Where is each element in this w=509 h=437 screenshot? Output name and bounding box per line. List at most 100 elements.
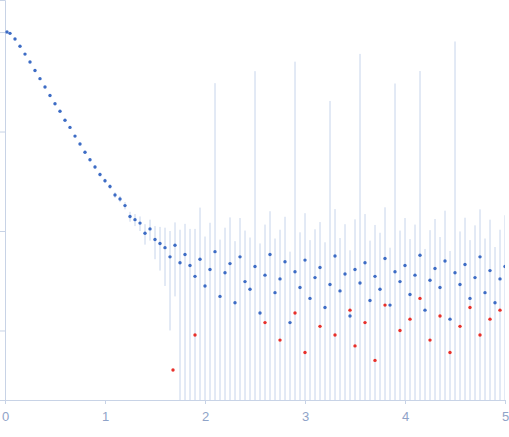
- point: [138, 221, 141, 224]
- x-tick: 2: [202, 400, 209, 424]
- point: [163, 246, 166, 249]
- point: [158, 242, 161, 245]
- error-bar: [190, 229, 191, 400]
- point: [253, 265, 256, 268]
- point: [458, 325, 461, 328]
- point: [323, 306, 326, 309]
- error-bar: [425, 249, 426, 400]
- error-bar: [345, 224, 346, 400]
- y-tick: [0, 32, 5, 33]
- point: [443, 259, 446, 262]
- point: [448, 351, 451, 354]
- error-bar: [490, 220, 491, 400]
- point: [473, 276, 476, 279]
- error-bar: [210, 223, 211, 400]
- x-tick-label: 0: [2, 409, 9, 424]
- point: [123, 204, 126, 207]
- point: [318, 325, 321, 328]
- point: [183, 253, 186, 256]
- error-bar: [335, 209, 336, 400]
- x-tick: 4: [402, 400, 409, 424]
- point: [348, 314, 351, 317]
- point: [53, 102, 56, 105]
- x-axis: 0 1 2 3 4 5: [2, 400, 509, 424]
- error-bar: [185, 224, 186, 400]
- point: [98, 173, 101, 176]
- point: [353, 344, 356, 347]
- error-bar: [180, 230, 181, 400]
- error-bar: [310, 240, 311, 400]
- point: [178, 261, 181, 264]
- error-bar: [380, 233, 381, 400]
- error-bars: [7, 31, 505, 400]
- point: [453, 271, 456, 274]
- point: [363, 261, 366, 264]
- point: [503, 265, 505, 268]
- point: [343, 272, 346, 275]
- error-bar: [205, 237, 206, 400]
- point: [418, 297, 421, 300]
- point: [128, 215, 131, 218]
- point: [88, 158, 91, 161]
- point: [483, 291, 486, 294]
- point: [468, 297, 471, 300]
- point: [133, 218, 136, 221]
- y-tick-mark: [0, 231, 5, 232]
- point: [103, 179, 106, 182]
- point: [378, 287, 381, 290]
- error-bar: [420, 71, 421, 400]
- error-bar: [500, 230, 501, 400]
- point: [38, 77, 41, 80]
- point: [23, 52, 26, 55]
- point: [298, 286, 301, 289]
- error-bar: [305, 213, 306, 400]
- point: [8, 32, 11, 35]
- y-tick-mark: [0, 132, 5, 133]
- x-tick-label: 3: [302, 409, 309, 424]
- point: [218, 295, 221, 298]
- point: [18, 45, 21, 48]
- error-bar: [400, 231, 401, 400]
- error-bar: [175, 222, 176, 296]
- point: [198, 258, 201, 261]
- point: [428, 279, 431, 282]
- error-bar: [465, 218, 466, 400]
- point: [493, 301, 496, 304]
- error-bar: [295, 62, 296, 400]
- x-tick: 5: [502, 400, 509, 424]
- error-bar: [370, 241, 371, 400]
- point: [308, 297, 311, 300]
- point: [43, 85, 46, 88]
- point: [293, 311, 296, 314]
- point: [213, 250, 216, 253]
- x-tick: 1: [102, 400, 109, 424]
- error-bar: [270, 211, 271, 400]
- error-bar: [355, 219, 356, 400]
- point: [258, 311, 261, 314]
- point: [413, 273, 416, 276]
- error-bar: [435, 219, 436, 400]
- error-bar: [285, 217, 286, 400]
- point: [113, 193, 116, 196]
- point: [168, 255, 171, 258]
- error-bar: [505, 215, 506, 400]
- point: [93, 165, 96, 168]
- point: [223, 271, 226, 274]
- point: [283, 260, 286, 263]
- point: [458, 283, 461, 286]
- error-bar: [240, 218, 241, 400]
- error-bar: [280, 230, 281, 400]
- point: [193, 275, 196, 278]
- point: [193, 333, 196, 336]
- point: [148, 227, 151, 230]
- point: [408, 317, 411, 320]
- point: [63, 118, 66, 121]
- y-axis: [0, 1, 6, 401]
- error-bar: [200, 208, 201, 400]
- x-tick-label: 5: [502, 409, 509, 424]
- point: [463, 263, 466, 266]
- error-bar: [405, 218, 406, 400]
- error-bar: [340, 238, 341, 400]
- error-bar: [455, 41, 456, 400]
- point: [338, 289, 341, 292]
